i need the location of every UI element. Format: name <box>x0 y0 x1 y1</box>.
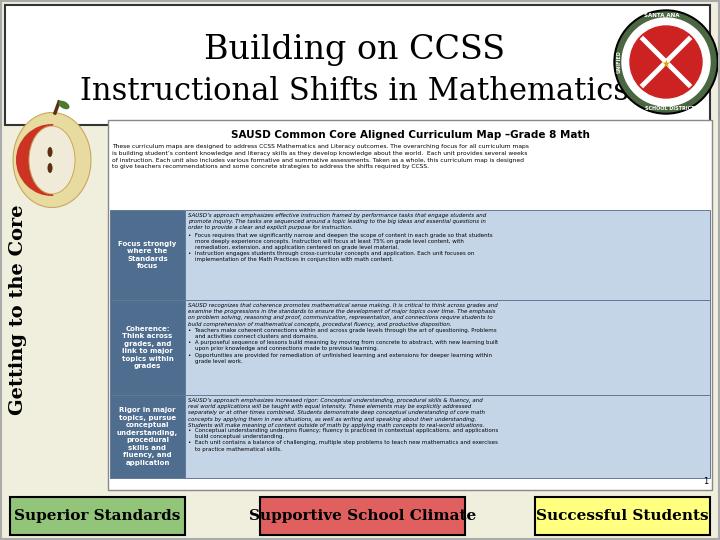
Ellipse shape <box>58 101 70 109</box>
Text: Instructional Shifts in Mathematics: Instructional Shifts in Mathematics <box>81 77 629 107</box>
Circle shape <box>622 18 710 106</box>
Text: SAUSD Common Core Aligned Curriculum Map –Grade 8 Math: SAUSD Common Core Aligned Curriculum Map… <box>230 130 590 140</box>
Wedge shape <box>16 124 53 196</box>
Text: ★: ★ <box>662 59 670 69</box>
Text: •  Focus requires that we significantly narrow and deepen the scope of content i: • Focus requires that we significantly n… <box>188 233 492 262</box>
FancyBboxPatch shape <box>185 210 710 300</box>
Text: SAUSD’s approach emphasizes effective instruction framed by performance tasks th: SAUSD’s approach emphasizes effective in… <box>188 213 486 231</box>
Text: SCHOOL DISTRICT: SCHOOL DISTRICT <box>645 106 695 111</box>
Text: Focus strongly
where the
Standards
focus: Focus strongly where the Standards focus <box>118 241 176 269</box>
Text: UNIFIED: UNIFIED <box>616 51 621 73</box>
FancyBboxPatch shape <box>108 120 712 490</box>
FancyBboxPatch shape <box>185 300 710 395</box>
FancyBboxPatch shape <box>110 300 185 395</box>
FancyBboxPatch shape <box>260 497 465 535</box>
Ellipse shape <box>48 147 53 157</box>
Text: Getting to the Core: Getting to the Core <box>9 205 27 415</box>
Text: SAUSD recognizes that coherence promotes mathematical sense making. It is critic: SAUSD recognizes that coherence promotes… <box>188 303 498 327</box>
Circle shape <box>614 10 718 114</box>
Circle shape <box>630 26 702 98</box>
FancyBboxPatch shape <box>535 497 710 535</box>
Ellipse shape <box>48 163 53 173</box>
FancyBboxPatch shape <box>5 5 710 125</box>
FancyBboxPatch shape <box>10 497 185 535</box>
FancyBboxPatch shape <box>110 210 185 300</box>
Text: Rigor in major
topics, pursue
conceptual
understanding,
procedural
skills and
fl: Rigor in major topics, pursue conceptual… <box>117 407 178 465</box>
Text: 1: 1 <box>703 477 708 486</box>
Text: Building on CCSS: Building on CCSS <box>204 34 505 66</box>
Ellipse shape <box>13 112 91 207</box>
FancyBboxPatch shape <box>110 395 185 478</box>
Text: Superior Standards: Superior Standards <box>14 509 181 523</box>
Text: SANTA ANA: SANTA ANA <box>644 12 680 18</box>
Text: SAUSD’s approach emphasizes increased rigor: Conceptual understanding, procedura: SAUSD’s approach emphasizes increased ri… <box>188 398 485 428</box>
Circle shape <box>616 12 716 112</box>
Text: These curriculum maps are designed to address CCSS Mathematics and Literacy outc: These curriculum maps are designed to ad… <box>112 144 529 170</box>
Text: Successful Students: Successful Students <box>536 509 708 523</box>
Text: •  Conceptual understanding underpins fluency; fluency is practiced in contextua: • Conceptual understanding underpins flu… <box>188 428 498 451</box>
Ellipse shape <box>29 126 75 194</box>
FancyBboxPatch shape <box>185 395 710 478</box>
Text: Supportive School Climate: Supportive School Climate <box>249 509 476 523</box>
Text: •  Teachers make coherent connections within and across grade levels through the: • Teachers make coherent connections wit… <box>188 328 498 364</box>
Text: Coherence:
Think across
grades, and
link to major
topics within
grades: Coherence: Think across grades, and link… <box>122 326 174 369</box>
